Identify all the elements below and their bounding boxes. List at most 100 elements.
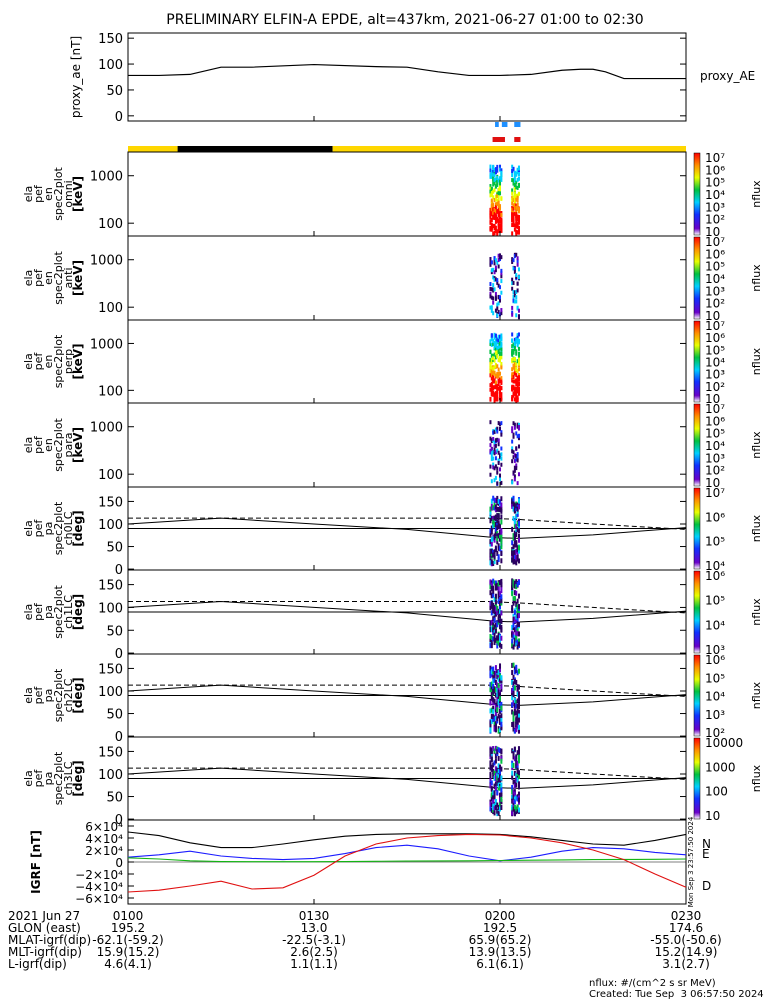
spectrogram-pixel xyxy=(500,496,503,502)
spectrogram-pixel xyxy=(513,502,516,508)
spectrogram-pixel xyxy=(497,374,500,379)
spectrogram-pixel xyxy=(513,299,516,304)
spectrogram-pixel xyxy=(500,766,503,772)
spectrogram-pixel xyxy=(511,638,514,644)
spectrogram-pixel xyxy=(511,709,514,715)
spectrogram-pixel xyxy=(516,193,519,198)
spectrogram-pixel xyxy=(490,172,493,177)
spectrogram-pixel xyxy=(497,421,500,426)
spectrogram-pixel xyxy=(515,601,518,607)
spectrogram-pixel xyxy=(517,390,520,395)
colorbar-tick-label: 10³ xyxy=(705,200,725,214)
spectrogram-pixel xyxy=(492,630,495,636)
spectrogram-frame xyxy=(127,319,687,404)
spectrogram-pixel xyxy=(496,481,499,486)
spectrogram-pixel xyxy=(493,385,496,390)
spectrogram-pixel xyxy=(511,201,514,206)
spectrogram-pixel xyxy=(500,582,503,588)
spectrogram-pixel xyxy=(494,497,497,503)
spectrogram-pixel xyxy=(512,384,515,389)
created-stamp: Created: Tue Sep 3 06:57:50 2024 xyxy=(589,989,764,1000)
spectrogram-pixel xyxy=(517,176,520,181)
spectrogram-pixel xyxy=(489,342,492,347)
spectrogram-pixel xyxy=(517,191,520,196)
spectrogram-pixel xyxy=(496,559,499,565)
spectrogram-pixel xyxy=(496,429,499,434)
footer-value: 3.1(2.7) xyxy=(662,957,710,971)
colorbar xyxy=(693,320,701,403)
spectrogram-ytick-label: 100 xyxy=(98,301,123,316)
spectrogram-pixel xyxy=(513,183,516,188)
spectrogram-pixel xyxy=(513,640,516,646)
spectrogram-pixel xyxy=(497,763,500,769)
spectrogram-pixel xyxy=(499,389,502,394)
spectrogram-pixel xyxy=(515,180,518,185)
spectrogram-pixel xyxy=(516,613,519,619)
colorbar-tick-label: 10³ xyxy=(705,643,725,657)
spectrogram-pixel xyxy=(500,177,503,182)
colorbar xyxy=(693,236,701,320)
spectrogram-pixel xyxy=(493,760,496,766)
spectrogram-pixel xyxy=(494,517,497,523)
spectrogram-pixel xyxy=(497,785,500,791)
spectrogram-pixel xyxy=(512,258,515,263)
spectrogram-ylabel: perp xyxy=(62,349,75,374)
spectrogram-pixel xyxy=(490,516,493,522)
spectrogram-pixel xyxy=(499,703,502,709)
spectrogram-pixel xyxy=(512,365,515,370)
colorbar-tick-label: 10 xyxy=(705,392,720,406)
spectrogram-pixel xyxy=(511,526,514,532)
spectrogram-pixel xyxy=(489,174,492,179)
spectrogram-pixel xyxy=(515,466,518,471)
spectrogram-pixel xyxy=(493,501,496,507)
spectrogram-pixel xyxy=(512,198,515,203)
spectrogram-pixel xyxy=(500,749,503,755)
spectrogram-frame xyxy=(127,402,687,488)
footer-row-label: MLT-igrf(dip) xyxy=(8,945,82,959)
spectrogram-pixel xyxy=(515,454,518,459)
spectrogram-pixel xyxy=(511,305,514,310)
spectrogram-pixel xyxy=(513,728,516,734)
spectrogram-pixel xyxy=(489,531,492,537)
spectrogram-pixel xyxy=(496,231,499,236)
colorbar-tick-label: 10² xyxy=(705,213,725,227)
colorbar-label: nflux xyxy=(750,598,763,626)
spectrogram-pixel xyxy=(490,447,493,452)
spectrogram-ytick-label: 100 xyxy=(98,518,123,533)
spectrogram-pixel xyxy=(512,681,515,687)
spectrogram-ytick-label: 0 xyxy=(115,563,123,578)
spectrogram-pixel xyxy=(517,373,520,378)
spectrogram-pixel xyxy=(489,207,492,212)
spectrogram-pixel xyxy=(511,426,514,431)
spectrogram-pixel xyxy=(493,440,496,445)
spectrogram-pixel xyxy=(513,371,516,376)
igrf-ytick-label: 4×10⁴ xyxy=(85,832,123,846)
spectrogram-frame xyxy=(127,235,687,321)
spectrogram-pixel xyxy=(489,806,492,812)
spectrogram-ytick-label: 0 xyxy=(115,647,123,662)
spectrogram-pixel xyxy=(515,205,518,210)
spectrogram-pixel xyxy=(496,354,499,359)
spectrogram-pixel xyxy=(499,536,502,542)
spectrogram-pixel xyxy=(511,338,514,343)
spectrogram-pixel xyxy=(496,198,499,203)
igrf-ytick-label: 6×10⁴ xyxy=(85,820,123,834)
spectrogram-pixel xyxy=(493,332,496,337)
spectrogram-pixel xyxy=(496,229,499,234)
spectrogram-pixel xyxy=(512,206,515,211)
spectrogram-ylabel: spec2plot xyxy=(52,167,65,221)
spectrogram-pixel xyxy=(512,516,515,522)
spectrogram-pixel xyxy=(512,616,515,622)
spectrogram-pixel xyxy=(497,676,500,682)
spectrogram-pixel xyxy=(494,219,497,224)
spectrogram-pixel xyxy=(511,178,514,183)
spectrogram-pixel xyxy=(500,721,503,727)
colorbar xyxy=(693,570,701,654)
spectrogram-pixel xyxy=(515,624,518,630)
spectrogram-pixel xyxy=(513,365,516,370)
spectrogram-pixel xyxy=(515,529,518,535)
spectrogram-pixel xyxy=(496,337,499,342)
spectrogram-pixel xyxy=(496,533,499,539)
spectrogram-pixel xyxy=(493,720,496,726)
spectrogram-pixel xyxy=(493,549,496,555)
